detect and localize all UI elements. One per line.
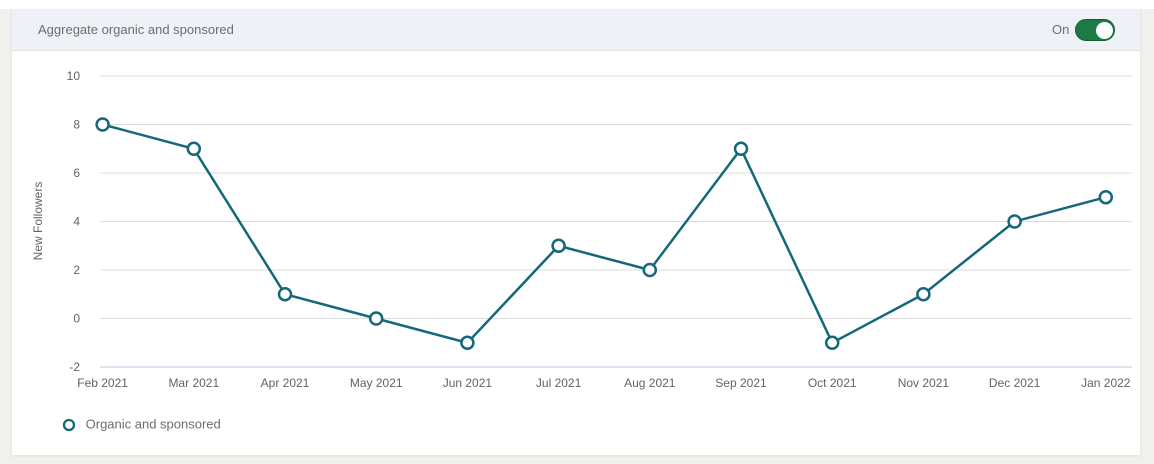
svg-text:4: 4 <box>73 215 80 229</box>
svg-text:Aug 2021: Aug 2021 <box>624 376 676 390</box>
svg-text:0: 0 <box>73 312 80 326</box>
svg-text:New Followers: New Followers <box>31 182 45 261</box>
svg-text:Sep 2021: Sep 2021 <box>715 376 767 390</box>
svg-text:Jan 2022: Jan 2022 <box>1081 376 1131 390</box>
svg-text:Jun 2021: Jun 2021 <box>443 376 493 390</box>
svg-text:6: 6 <box>73 166 80 180</box>
svg-text:8: 8 <box>73 118 80 132</box>
svg-text:Mar 2021: Mar 2021 <box>168 376 219 390</box>
svg-text:-2: -2 <box>69 360 80 374</box>
svg-text:May 2021: May 2021 <box>350 376 403 390</box>
svg-text:10: 10 <box>67 69 81 83</box>
svg-text:2: 2 <box>73 263 80 277</box>
svg-text:Jul 2021: Jul 2021 <box>536 376 582 390</box>
svg-text:Feb 2021: Feb 2021 <box>77 376 128 390</box>
svg-text:Apr 2021: Apr 2021 <box>261 376 310 390</box>
svg-text:Dec 2021: Dec 2021 <box>989 376 1041 390</box>
svg-text:Nov 2021: Nov 2021 <box>898 376 950 390</box>
svg-text:Oct 2021: Oct 2021 <box>808 376 857 390</box>
